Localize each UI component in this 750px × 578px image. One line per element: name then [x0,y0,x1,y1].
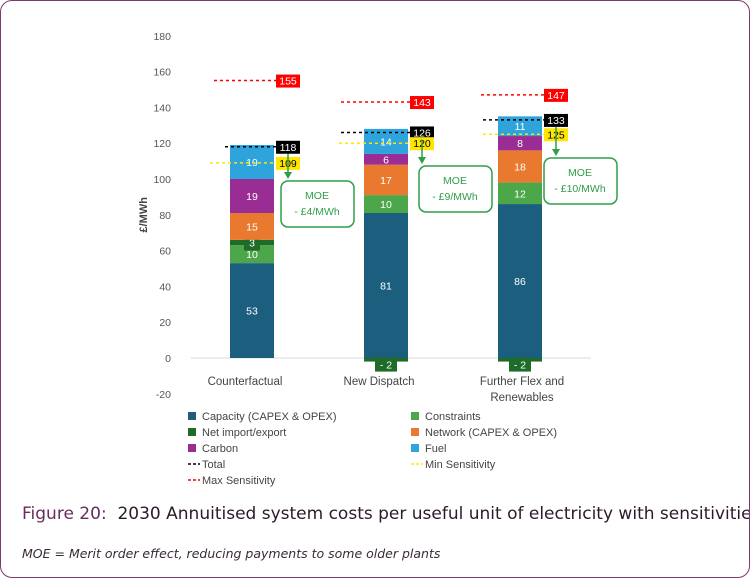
legend-label: Fuel [425,443,446,455]
sensitivity-value-box [276,74,300,88]
moe-annotation-title: MOE [568,167,592,179]
bar-segment [364,153,408,165]
bar-segment [498,150,542,183]
bar-segment [230,179,274,214]
figure-title: 2030 Annuitised system costs per useful … [117,504,750,524]
y-tick-label: 0 [165,353,171,365]
bar-value-label: 53 [246,306,258,318]
y-tick-label: 60 [159,246,171,258]
y-tick-label: 40 [159,281,171,293]
bar-segment [498,116,542,137]
negative-label-box [509,357,531,372]
bar-value-label: 8 [517,138,523,150]
bar-segment [364,195,408,214]
figure-footnote: MOE = Merit order effect, reducing payme… [22,546,441,561]
legend-label: Total [202,459,225,471]
legend-label: Net import/export [202,427,286,439]
y-tick-label: 140 [153,102,171,114]
bar-value-label: 15 [246,221,258,233]
bar-value-label: 10 [246,249,258,261]
bar-segment [230,144,274,179]
y-tick-label: 80 [159,210,171,222]
bar-value-label: 81 [380,281,392,293]
sensitivity-value-label: 118 [280,142,297,154]
figure-caption: Figure 20: 2030 Annuitised system costs … [22,504,750,524]
negative-label-box [375,357,397,372]
legend-swatch [188,444,196,452]
legend-swatch [188,428,196,436]
bar-value-label: 12 [514,188,526,200]
y-tick-label: 20 [159,317,171,329]
category-label: New Dispatch [344,376,415,388]
legend-label: Network (CAPEX & OPEX) [425,427,557,439]
legend-label: Constraints [425,411,481,423]
legend-swatch [411,412,419,420]
sensitivity-value-label: 143 [413,97,431,109]
legend-label: Max Sensitivity [202,475,276,487]
sensitivity-value-box [544,88,568,102]
y-tick-label: 160 [153,67,171,79]
legend-swatch [188,412,196,420]
sensitivity-value-label: 133 [547,115,565,127]
bar-value-label: 10 [380,199,392,211]
category-label: Renewables [490,392,554,404]
bar-value-label: 19 [246,191,258,203]
bar-segment [498,204,542,358]
bar-value-label: - 2 [380,360,392,372]
sensitivity-value-label: 155 [279,76,297,88]
moe-arrow-head [284,172,292,179]
bar-value-label: 86 [514,276,526,288]
category-label: Counterfactual [208,376,283,388]
legend-label: Carbon [202,443,238,455]
figure-number: Figure 20: [22,504,107,524]
bar-segment [230,245,274,264]
bar-value-label: 11 [515,121,526,133]
moe-arrow-head [418,157,426,164]
sensitivity-value-label: 147 [547,90,565,102]
bar-value-label: - 2 [514,360,526,372]
bar-value-label: 3 [249,238,255,250]
bar-segment [364,213,408,358]
y-tick-label: 100 [153,174,171,186]
sensitivity-value-box [410,126,434,140]
bar-segment [498,182,542,205]
moe-arrow-head [552,149,560,156]
legend-swatch [411,444,419,452]
moe-annotation-box [280,180,355,228]
moe-annotation-text: - £9/MWh [432,191,478,203]
sensitivity-value-label: 126 [413,127,431,139]
moe-annotation-box [543,157,618,205]
sensitivity-value-box [276,140,300,154]
y-tick-label: 180 [153,31,171,43]
y-axis-title: £/MWh [138,197,150,233]
bar-segment [230,263,274,358]
moe-annotation-box [418,165,493,213]
legend-label: Min Sensitivity [425,459,496,471]
moe-annotation-text: - £4/MWh [294,206,340,218]
bar-value-label: 18 [514,161,526,173]
sensitivity-value-box [544,113,568,127]
y-tick-label: 120 [153,138,171,150]
moe-annotation-text: - £10/MWh [554,183,606,195]
bar-value-label: 6 [383,154,389,166]
bar-segment [364,164,408,196]
legend-label: Capacity (CAPEX & OPEX) [202,411,337,423]
moe-annotation-title: MOE [305,190,329,202]
bar-segment [230,213,274,240]
bar-value-label: 14 [380,136,392,148]
bar-segment [498,136,542,151]
category-label: Further Flex and [480,376,564,388]
stacked-bar-chart: -20020406080100120140160180£/MWh53103151… [138,31,618,487]
y-tick-label: -20 [156,389,171,401]
sensitivity-value-box [410,96,434,110]
moe-annotation-title: MOE [443,175,467,187]
bar-value-label: 17 [380,175,392,187]
legend-swatch [411,428,419,436]
